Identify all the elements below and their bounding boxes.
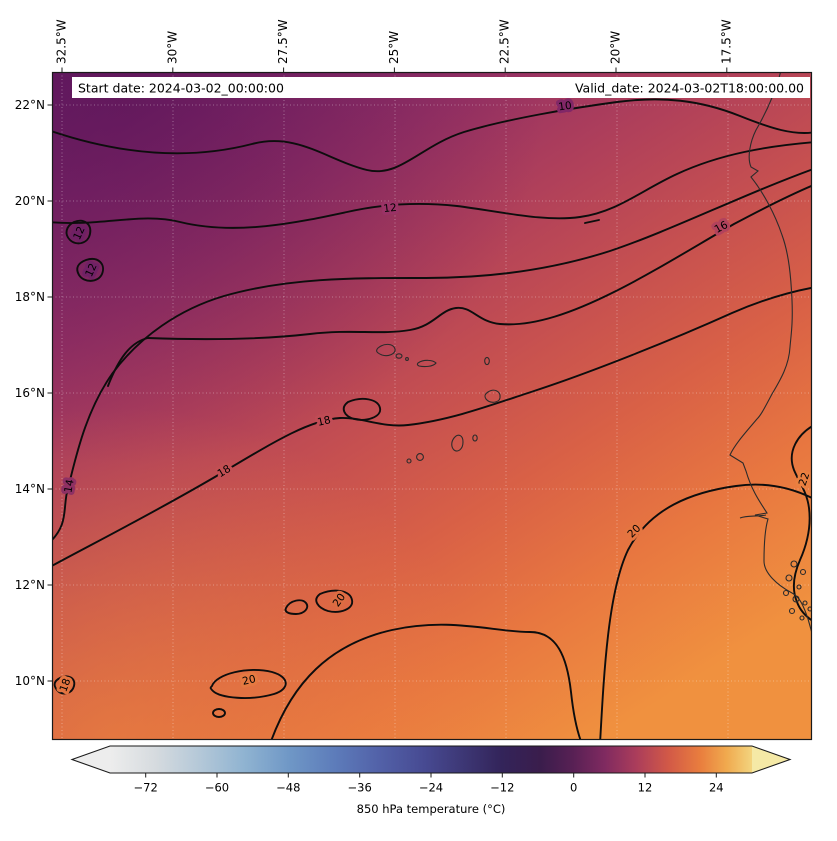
colorbar-outline	[70, 745, 792, 774]
island-santo-antao	[376, 343, 396, 357]
contour-line-22	[790, 425, 812, 622]
contour-line-20-pocket	[284, 599, 309, 615]
x-tick-label: 17.5°W	[719, 19, 733, 64]
colorbar-tick-label: −24	[419, 781, 443, 795]
island-sao-vicente	[395, 353, 403, 359]
map-panel: 10 12 12 12 14 16 18 18 18 20 20 20 22 S…	[51, 71, 813, 741]
y-tick-label: 14°N	[15, 482, 45, 496]
island	[790, 560, 798, 568]
y-tick-label: 20°N	[15, 194, 45, 208]
island-santa-luzia	[405, 357, 409, 361]
colorbar-tick-label: 12	[638, 781, 653, 795]
island-santiago	[451, 434, 464, 452]
contour-line-18-pocket	[342, 397, 381, 421]
island	[807, 606, 812, 612]
contour-line-20	[270, 623, 582, 740]
contour-line-20-pocket	[212, 708, 226, 718]
x-tick-label: 30°W	[165, 31, 179, 64]
x-tick-label: 22.5°W	[498, 19, 512, 64]
x-tick-label: 27.5°W	[276, 19, 290, 64]
colorbar: −72 −60 −48 −36 −24 −12 0 12 24 850 hPa …	[70, 745, 792, 816]
contour-line-12-pocket	[76, 258, 104, 282]
x-tick-label: 25°W	[387, 31, 401, 64]
valid-date-text: Valid_date: 2024-03-02T18:00:00.00	[575, 81, 804, 96]
africa-coastline	[729, 72, 812, 636]
start-date-text: Start date: 2024-03-02_00:00:00	[78, 81, 284, 96]
graticule	[52, 72, 812, 740]
colorbar-tick-label: 24	[709, 781, 724, 795]
y-tick-label: 16°N	[15, 386, 45, 400]
y-tick-label: 18°N	[15, 290, 45, 304]
colorbar-tick-label: −12	[490, 781, 514, 795]
colorbar-tick-label: −72	[134, 781, 158, 795]
gambia-river	[739, 514, 767, 519]
contour-line-10	[52, 98, 812, 173]
contour-line-16	[107, 184, 812, 387]
y-tick-label: 10°N	[15, 674, 45, 688]
island	[788, 607, 796, 615]
contour-line-18	[52, 286, 812, 567]
contour-label: 22	[797, 471, 813, 487]
island	[799, 568, 807, 576]
island	[799, 615, 805, 621]
island	[792, 595, 800, 603]
colorbar-tick-label: 0	[570, 781, 577, 795]
contour-line-12	[52, 141, 812, 229]
contour-line-20	[599, 483, 812, 740]
island	[802, 600, 808, 606]
island-sao-nicolau	[416, 359, 437, 368]
y-tick-label: 12°N	[15, 578, 45, 592]
island	[782, 589, 790, 597]
island	[785, 574, 793, 582]
colorbar-tick-marks	[145, 773, 717, 778]
contour-line-12-pocket	[65, 219, 92, 245]
colorbar-under-arrow	[72, 746, 110, 773]
island-sal	[484, 356, 490, 366]
contour-label: 12	[383, 202, 398, 215]
y-tick-marks	[47, 104, 52, 682]
x-tick-label: 32.5°W	[55, 19, 69, 64]
colorbar-label: 850 hPa temperature (°C)	[357, 802, 506, 816]
contour-line-18-pocket	[53, 675, 76, 695]
island-maio	[472, 434, 478, 442]
contour-line-20-pocket	[209, 669, 287, 699]
contour-label: 10	[558, 100, 573, 114]
map-border	[51, 71, 813, 741]
colorbar-over-arrow	[752, 746, 790, 773]
island-fogo	[416, 453, 424, 461]
island-boa-vista	[484, 389, 501, 403]
y-tick-label: 22°N	[15, 98, 45, 112]
colorbar-tick-label: −60	[205, 781, 229, 795]
contour-label: 14	[62, 478, 76, 494]
contour-line-14	[52, 168, 812, 542]
date-annotation-bar: Start date: 2024-03-02_00:00:00 Valid_da…	[72, 77, 810, 98]
y-axis: 22°N 20°N 18°N 16°N 14°N 12°N 10°N	[15, 98, 52, 688]
island	[796, 584, 802, 590]
contour-line-16-fragment	[584, 219, 600, 224]
island-brava	[406, 458, 412, 464]
colorbar-gradient	[110, 746, 752, 773]
colorbar-tick-label: −36	[348, 781, 372, 795]
warm-corner-shading	[52, 72, 812, 740]
contour-lines	[52, 98, 812, 740]
annotation-background	[72, 77, 810, 98]
x-tick-label: 20°W	[609, 31, 623, 64]
x-axis: 32.5°W 30°W 27.5°W 25°W 22.5°W 20°W 17.5…	[55, 19, 733, 72]
contour-line-20-pocket	[315, 589, 353, 613]
x-tick-marks	[61, 67, 728, 72]
coastlines	[376, 72, 812, 636]
colorbar-tick-label: −48	[276, 781, 300, 795]
